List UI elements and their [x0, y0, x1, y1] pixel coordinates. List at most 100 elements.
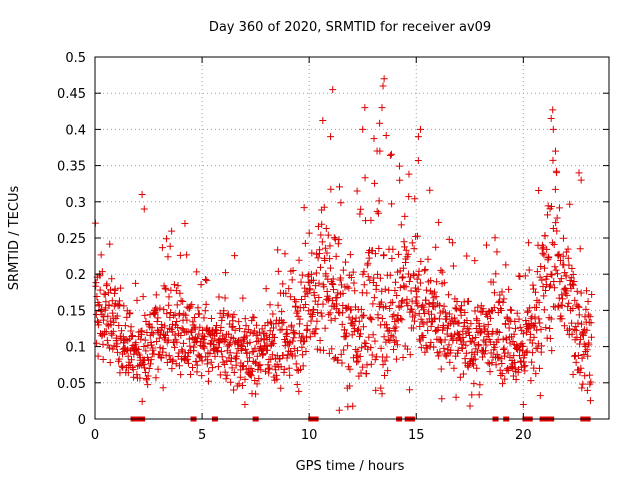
data-point [523, 308, 531, 316]
data-point [173, 317, 181, 325]
data-point [354, 347, 362, 355]
data-point [310, 306, 318, 314]
data-point [375, 244, 383, 252]
data-point [436, 348, 444, 356]
data-point [538, 342, 546, 350]
data-point [280, 318, 288, 326]
data-point [488, 359, 496, 367]
data-point [194, 304, 202, 312]
data-point [318, 238, 326, 246]
data-point [413, 232, 421, 240]
data-point [513, 309, 521, 317]
data-point [291, 352, 299, 360]
data-point [113, 340, 121, 348]
data-point [493, 248, 501, 256]
data-point [437, 365, 445, 373]
data-point [363, 261, 371, 269]
data-point [549, 156, 557, 164]
outlier-point [549, 125, 557, 133]
data-point [215, 293, 223, 301]
data-point [452, 393, 460, 401]
data-point [297, 295, 305, 303]
data-point [584, 311, 592, 319]
data-point [202, 300, 210, 308]
data-point [539, 249, 547, 257]
data-point [95, 301, 103, 309]
data-point [312, 325, 320, 333]
data-point [321, 244, 329, 252]
data-point [145, 365, 153, 373]
data-point [382, 302, 390, 310]
data-point [440, 302, 448, 310]
data-point [465, 297, 472, 305]
data-point [219, 335, 227, 343]
data-point [393, 292, 401, 300]
data-point [484, 313, 492, 321]
data-point [572, 326, 580, 334]
data-point [296, 315, 304, 323]
data-point [377, 344, 385, 352]
data-point [456, 305, 464, 313]
data-point [359, 363, 367, 371]
data-point [103, 280, 111, 288]
data-point [339, 289, 347, 297]
data-point [256, 361, 264, 369]
data-point [386, 305, 394, 313]
data-point [307, 317, 315, 325]
data-point [347, 274, 355, 282]
data-point [552, 266, 560, 274]
data-point [372, 386, 380, 394]
data-point [321, 324, 329, 332]
data-point [398, 297, 406, 305]
data-point [424, 255, 432, 263]
data-point [178, 325, 186, 333]
data-point [98, 305, 106, 313]
data-point [390, 311, 398, 319]
data-point [371, 179, 379, 187]
data-point [339, 309, 347, 317]
data-point [574, 352, 582, 360]
data-point [583, 346, 591, 354]
data-point [333, 305, 341, 313]
data-point [383, 321, 391, 329]
data-point [300, 204, 308, 212]
data-point [351, 287, 359, 295]
outlier-point [359, 125, 367, 133]
data-point [165, 293, 173, 301]
data-point [358, 344, 366, 352]
data-point [144, 372, 152, 380]
data-point [166, 324, 174, 332]
data-point [268, 338, 276, 346]
data-point [200, 314, 208, 322]
data-point [366, 276, 374, 284]
data-point [521, 272, 529, 280]
data-point [467, 338, 475, 346]
data-point [193, 361, 201, 369]
data-point [268, 351, 276, 359]
data-point [569, 305, 577, 313]
data-point [552, 219, 560, 227]
data-point [358, 313, 366, 321]
data-point [198, 357, 206, 365]
data-point [360, 311, 368, 319]
data-point [153, 317, 161, 325]
data-point [95, 318, 103, 326]
data-point [384, 367, 392, 375]
data-point [538, 276, 546, 284]
data-point [176, 251, 184, 259]
data-point [407, 287, 415, 295]
data-point [392, 278, 400, 286]
data-point [480, 350, 488, 358]
data-point [466, 331, 474, 339]
data-point [277, 384, 285, 392]
data-point [417, 315, 425, 323]
data-point [521, 362, 529, 370]
data-point [310, 291, 318, 299]
data-point [404, 250, 412, 258]
x-tick-label: 20 [515, 428, 532, 443]
data-point [560, 322, 568, 330]
data-point [466, 402, 474, 410]
data-point [473, 364, 481, 372]
data-point [191, 339, 199, 347]
data-point [389, 298, 397, 306]
